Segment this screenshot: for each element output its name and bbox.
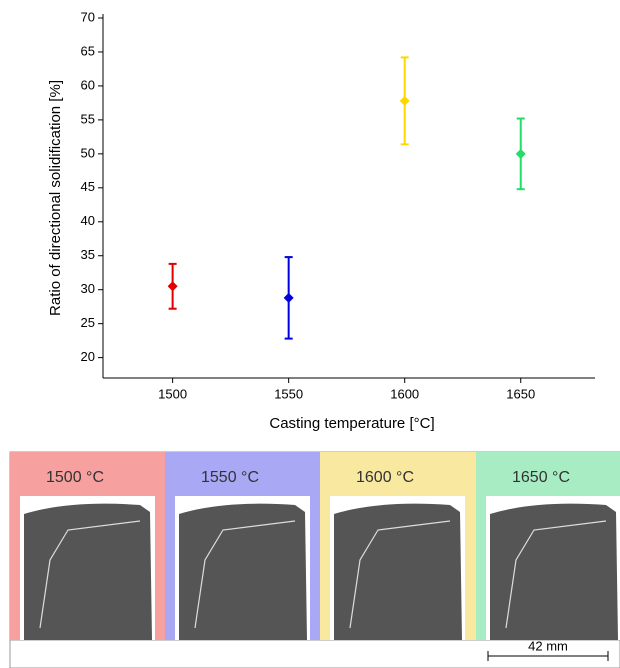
- x-axis-label: Casting temperature [°C]: [269, 415, 434, 432]
- boundary-line: [194, 520, 296, 629]
- y-tick-label: 60: [81, 77, 95, 92]
- panels: 1500 °C 1550 °C 1600 °C 1650 °C: [10, 452, 620, 640]
- y-tick-label: 65: [81, 43, 95, 58]
- specimen: [334, 503, 462, 640]
- marker: [167, 281, 178, 292]
- specimen: [179, 503, 307, 640]
- boundary-line: [349, 520, 451, 629]
- y-tick-label: 50: [81, 145, 95, 160]
- panel-label: 1650 °C: [512, 469, 570, 486]
- x-tick-label: 1550: [274, 386, 303, 401]
- marker: [399, 95, 410, 106]
- marker: [515, 148, 526, 159]
- y-axis-label: Ratio of directional solidification [%]: [47, 80, 64, 316]
- boundary-line: [39, 520, 141, 629]
- boundary-line: [505, 520, 607, 629]
- panel-label: 1500 °C: [46, 469, 104, 486]
- y-tick-label: 70: [81, 9, 95, 24]
- y-tick-label: 55: [81, 111, 95, 126]
- x-tick-label: 1500: [158, 386, 187, 401]
- panel-label: 1550 °C: [201, 469, 259, 486]
- specimen: [24, 503, 152, 640]
- x-tick-label: 1650: [506, 386, 535, 401]
- scale-bar-label: 42 mm: [528, 638, 568, 653]
- specimen: [490, 503, 618, 640]
- marker: [283, 292, 294, 303]
- y-tick-label: 35: [81, 247, 95, 262]
- y-tick-label: 45: [81, 179, 95, 194]
- y-tick-label: 20: [81, 349, 95, 364]
- panel-label: 1600 °C: [356, 469, 414, 486]
- y-tick-label: 25: [81, 315, 95, 330]
- y-tick-label: 30: [81, 281, 95, 296]
- x-tick-label: 1600: [390, 386, 419, 401]
- y-tick-label: 40: [81, 213, 95, 228]
